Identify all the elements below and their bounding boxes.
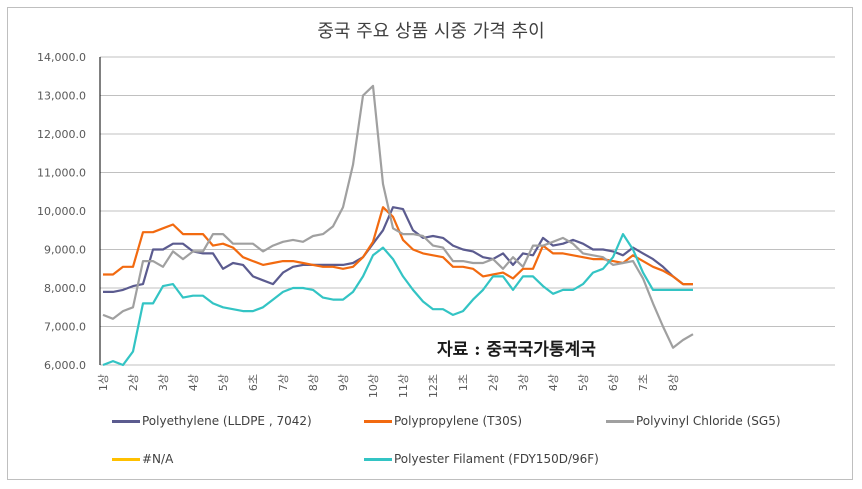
series-line-1 [103,206,693,286]
y-tick-label: 6,000.0 [44,359,86,372]
legend-swatch [364,457,392,461]
y-tick-label: 7,000.0 [44,321,86,334]
legend-swatch [112,419,140,423]
legend-item: Polyester Filament (FDY150D/96F) [364,452,599,466]
y-tick-label: 8,000.0 [44,282,86,295]
y-tick-label: 14,000.0 [37,51,86,64]
x-tick-label: 1초 [457,374,470,391]
legend-swatch [112,457,140,461]
x-axis-ticks: 1상 2상 3상 4상 5상 6초 7상 8상 9상 10상 11상 12초 1초 2상 3상 4상 5상 6상 7… [97,374,680,398]
x-tick-label: 11상 [397,374,410,398]
x-tick-label: 5상 [577,374,590,391]
y-tick-label: 12,000.0 [37,128,86,141]
series-line-2 [102,84,694,349]
legend-swatch [364,419,392,423]
series-line-0 [103,206,693,293]
y-tick-label: 11,000.0 [37,167,86,180]
x-tick-label: 5상 [217,374,230,391]
x-tick-label: 8상 [667,374,680,391]
series-line-4 [102,233,693,367]
x-tick-label: 2상 [127,374,140,391]
legend-item: Polyvinyl Chloride (SG5) [606,414,781,428]
x-tick-label: 3상 [157,374,170,391]
legend-label: Polyethylene (LLDPE , 7042) [142,414,312,428]
x-tick-label: 4상 [547,374,560,391]
y-tick-label: 10,000.0 [37,205,86,218]
x-tick-label: 3상 [517,374,530,391]
legend-item: #N/A [112,452,173,466]
series-lines [102,84,694,367]
legend-swatch [606,419,634,423]
x-tick-label: 6상 [607,374,620,391]
legend-label: Polyester Filament (FDY150D/96F) [394,452,599,466]
y-axis-ticks: 6,000.0 7,000.0 8,000.0 9,000.0 10,000.0 11,0… [37,51,86,372]
x-tick-label: 9상 [337,374,350,391]
chart-title: 중국 주요 상품 시중 가격 추이 [317,21,545,42]
x-tick-label: 6초 [247,374,260,391]
x-tick-label: 8상 [307,374,320,391]
legend-label: #N/A [142,452,174,466]
legend-item: Polyethylene (LLDPE , 7042) [112,414,312,428]
x-tick-label: 10상 [367,374,380,398]
legend-label: Polypropylene (T30S) [394,414,523,428]
legend-item: Polypropylene (T30S) [364,414,522,428]
source-annotation: 자료 : 중국국가통계국 [437,340,596,360]
x-tick-label: 7초 [637,374,650,391]
y-tick-label: 9,000.0 [44,244,86,257]
gridlines [100,56,835,366]
x-tick-label: 1상 [97,374,110,391]
x-tick-label: 12초 [427,374,440,398]
y-tick-label: 13,000.0 [37,90,86,103]
x-tick-label: 4상 [187,374,200,391]
legend-label: Polyvinyl Chloride (SG5) [636,414,781,428]
x-tick-label: 7상 [277,374,290,391]
x-tick-label: 2상 [487,374,500,391]
